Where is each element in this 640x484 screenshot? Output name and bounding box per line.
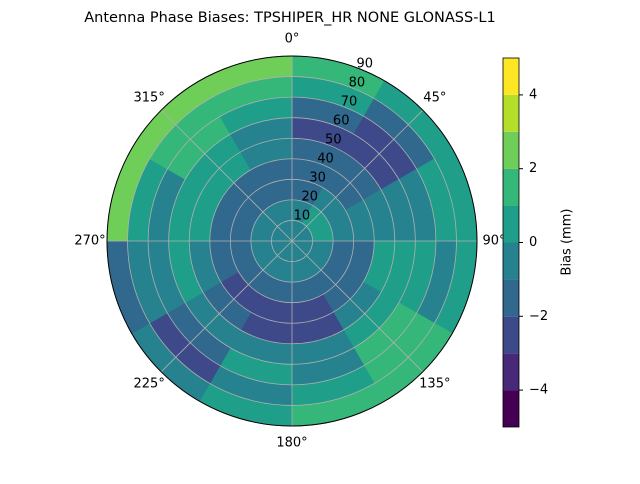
r-tick-label: 30	[309, 171, 326, 186]
colorbar-band	[503, 168, 519, 206]
colorbar-band	[503, 58, 519, 95]
colorbar-band	[503, 242, 519, 280]
colorbar-band	[503, 131, 519, 169]
colorbar-band	[503, 94, 519, 132]
r-tick-label: 70	[341, 95, 358, 110]
colorbar-tick-label: 4	[529, 87, 537, 102]
theta-tick-label: 45°	[423, 91, 446, 106]
r-tick-label: 50	[325, 133, 342, 148]
theta-tick-label: 270°	[74, 234, 105, 249]
grid-spoke	[160, 109, 293, 242]
theta-tick-label: 0°	[285, 32, 300, 47]
colorbar-tick-label: 0	[529, 235, 537, 250]
colorbar-band	[503, 205, 519, 243]
colorbar-band	[503, 279, 519, 317]
colorbar-tick-label: 2	[529, 161, 537, 176]
r-tick-label: 90	[357, 57, 374, 72]
r-tick-label: 60	[333, 114, 350, 129]
r-tick-label: 10	[294, 209, 311, 224]
grid-spoke	[291, 109, 424, 242]
chart-title: Antenna Phase Biases: TPSHIPER_HR NONE G…	[84, 10, 495, 26]
r-tick-label: 40	[317, 152, 334, 167]
colorbar-band	[503, 390, 519, 427]
polar-plot	[106, 55, 478, 427]
theta-tick-label: 180°	[276, 436, 307, 451]
theta-tick-label: 90°	[482, 234, 505, 249]
colorbar-tick-label: −2	[529, 309, 548, 324]
colorbar-label: Bias (mm)	[560, 209, 575, 276]
grid-spoke	[160, 240, 293, 373]
colorbar-band	[503, 316, 519, 354]
r-tick-label: 80	[349, 76, 366, 91]
colorbar-band	[503, 353, 519, 391]
r-tick-label: 20	[301, 190, 318, 205]
theta-tick-label: 315°	[134, 91, 165, 106]
theta-tick-label: 225°	[134, 376, 165, 391]
grid-spoke	[291, 240, 424, 373]
theta-tick-label: 135°	[419, 376, 450, 391]
polar-frame	[106, 55, 478, 427]
colorbar-tick-label: −4	[529, 383, 548, 398]
